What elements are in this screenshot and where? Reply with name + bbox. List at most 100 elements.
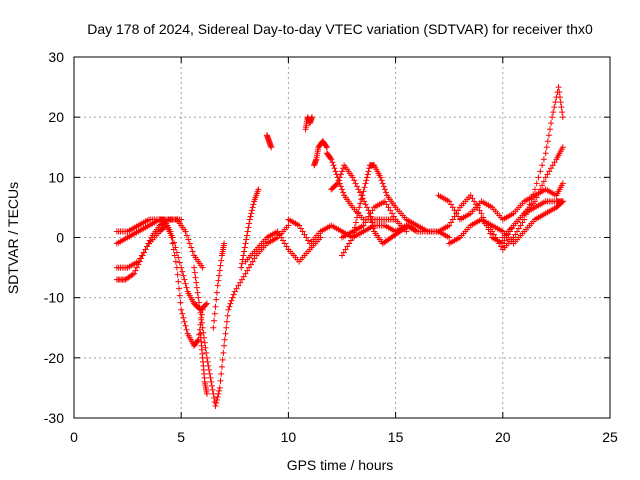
data-point	[249, 258, 256, 265]
data-point	[349, 174, 356, 181]
data-point	[512, 231, 519, 238]
data-point	[344, 243, 351, 250]
data-point	[356, 189, 363, 196]
data-point	[390, 213, 397, 220]
y-tick-label: -10	[44, 290, 64, 306]
data-point	[173, 249, 180, 256]
data-point	[381, 198, 388, 205]
x-tick-label: 20	[495, 429, 511, 445]
data-point	[556, 94, 563, 101]
data-point	[332, 168, 339, 175]
data-point	[141, 249, 148, 256]
data-point	[365, 168, 372, 175]
data-point	[467, 192, 474, 199]
data-point	[360, 188, 367, 195]
data-point	[478, 210, 485, 217]
data-point	[206, 366, 213, 373]
data-point	[208, 378, 215, 385]
data-point	[176, 292, 183, 299]
data-point	[530, 191, 537, 198]
series-track-22	[499, 144, 566, 241]
data-point	[352, 219, 359, 226]
data-point	[276, 231, 283, 238]
data-point	[243, 232, 250, 239]
data-point	[498, 243, 505, 250]
y-tick-label: 20	[48, 109, 64, 125]
data-point	[540, 178, 547, 185]
data-point	[514, 228, 521, 235]
series-track-15	[328, 162, 421, 247]
data-point	[537, 186, 544, 193]
data-point	[337, 171, 344, 178]
data-point	[237, 279, 244, 286]
data-point	[317, 234, 324, 241]
data-points	[113, 84, 566, 409]
data-point	[521, 216, 528, 223]
series-track-21	[478, 84, 566, 253]
data-point	[221, 240, 228, 247]
data-point	[228, 297, 235, 304]
data-point	[379, 180, 386, 187]
data-point	[218, 257, 225, 264]
data-point	[323, 143, 330, 150]
data-point	[175, 254, 182, 261]
data-point	[202, 301, 209, 308]
data-point	[339, 186, 345, 193]
data-point	[364, 174, 371, 181]
series-track-7	[197, 330, 210, 397]
data-point	[280, 237, 287, 244]
data-point	[285, 222, 292, 229]
data-point	[359, 192, 366, 199]
data-point	[334, 180, 341, 187]
data-point	[213, 396, 220, 403]
data-point	[540, 156, 547, 163]
data-point	[242, 240, 249, 247]
data-point	[339, 252, 345, 259]
data-point	[357, 200, 364, 207]
data-point	[181, 276, 188, 283]
data-point	[360, 222, 367, 229]
data-point	[215, 277, 222, 284]
data-point	[177, 299, 184, 306]
x-tick-label: 5	[177, 429, 185, 445]
data-point	[209, 386, 216, 393]
data-point	[182, 228, 189, 235]
data-point	[558, 104, 565, 111]
data-point	[539, 162, 546, 169]
data-point	[389, 210, 396, 217]
data-point	[220, 349, 227, 356]
data-point	[214, 393, 221, 400]
data-point	[233, 285, 240, 292]
series-track-18	[435, 180, 566, 223]
data-point	[451, 213, 458, 220]
data-point	[178, 264, 185, 271]
data-point	[219, 356, 226, 363]
series-track-2	[113, 222, 210, 313]
y-axis-label: SDTVAR / TECUs	[5, 182, 21, 294]
data-point	[202, 344, 209, 351]
data-point	[198, 319, 205, 326]
data-point	[362, 219, 369, 226]
data-point	[494, 237, 501, 244]
data-point	[229, 294, 236, 301]
data-point	[557, 99, 564, 106]
data-point	[544, 171, 551, 178]
data-point	[352, 180, 359, 187]
data-point	[489, 228, 496, 235]
data-point	[546, 126, 553, 133]
data-point	[197, 309, 204, 316]
data-point	[544, 138, 551, 145]
data-point	[214, 282, 221, 289]
data-point	[490, 231, 497, 238]
data-point	[218, 363, 225, 370]
data-point	[242, 270, 249, 277]
data-point	[225, 306, 232, 313]
data-point	[331, 165, 338, 172]
data-point	[543, 144, 550, 151]
data-point	[212, 303, 219, 310]
data-point	[349, 234, 356, 241]
data-point	[327, 155, 334, 162]
data-point	[212, 402, 219, 409]
data-point	[362, 180, 369, 187]
data-point	[366, 165, 373, 172]
